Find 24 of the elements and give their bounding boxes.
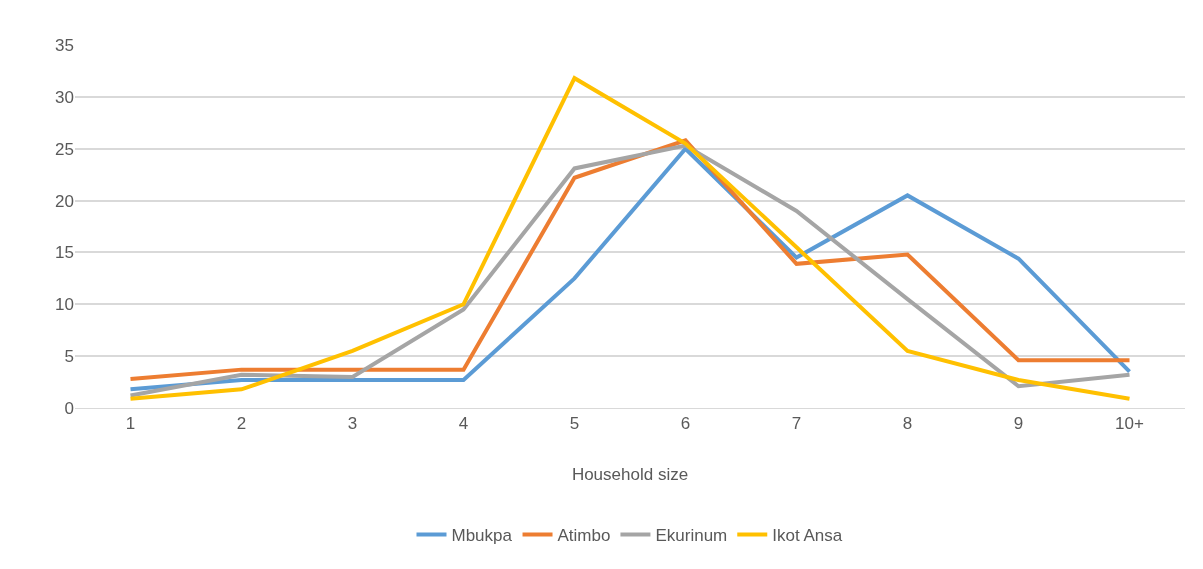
y-tick-label: 20 <box>55 191 74 211</box>
legend-label: Ikot Ansa <box>772 526 843 546</box>
y-tick-label: 5 <box>64 347 74 367</box>
x-tick-label: 1 <box>125 414 136 434</box>
x-tick-label: 8 <box>902 414 913 434</box>
y-tick-label: 15 <box>55 243 74 263</box>
legend-label: Atimbo <box>557 526 611 546</box>
y-tick-label: 35 <box>55 35 74 55</box>
x-axis-title: Household size <box>571 464 689 484</box>
x-tick-label: 6 <box>680 414 691 434</box>
y-tick-label: 25 <box>55 139 74 159</box>
legend-label: Ekurinum <box>655 526 728 546</box>
x-tick-label: 9 <box>1013 414 1024 434</box>
x-tick-label: 2 <box>236 414 247 434</box>
x-tick-label: 7 <box>791 414 802 434</box>
x-tick-label: 3 <box>347 414 358 434</box>
x-tick-label: 4 <box>458 414 469 434</box>
line-series <box>128 76 1132 401</box>
y-tick-label: 10 <box>55 295 74 315</box>
y-tick-label: 0 <box>64 398 74 418</box>
x-tick-label: 5 <box>569 414 580 434</box>
x-tick-label: 10+ <box>1115 414 1144 434</box>
legend-label: Mbukpa <box>451 526 513 546</box>
y-tick-label: 30 <box>55 87 74 107</box>
